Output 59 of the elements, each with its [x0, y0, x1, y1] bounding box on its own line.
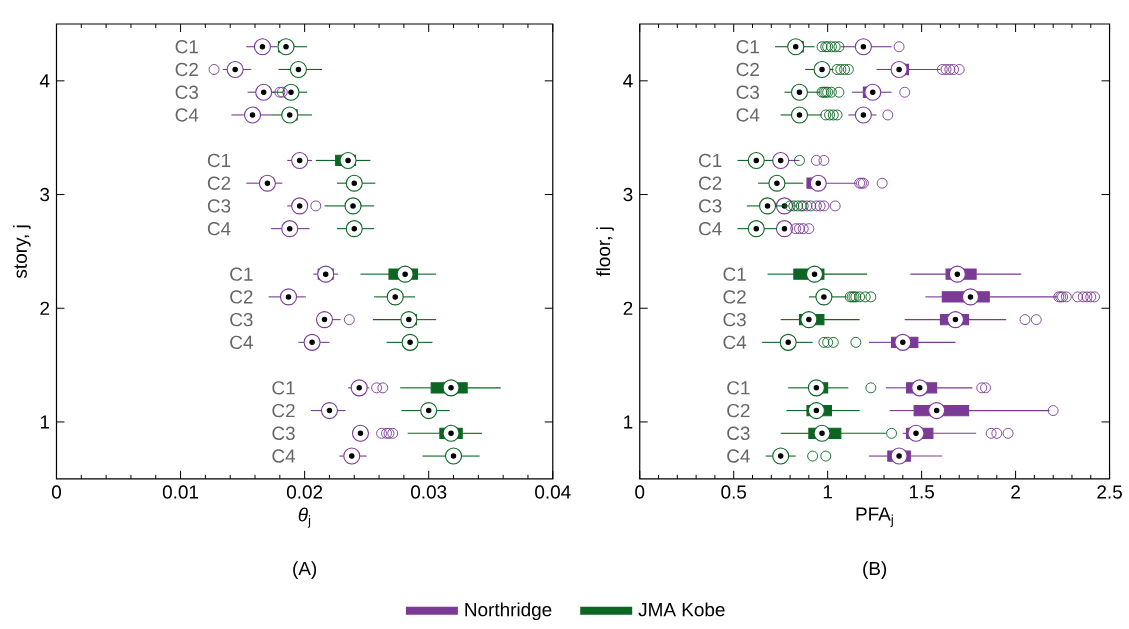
x-axis-title: PFA$_{j}$ [856, 507, 893, 528]
y-tick-label: 4 [39, 74, 50, 88]
annotation: C4 [175, 108, 199, 122]
y-tick-label: 4 [623, 74, 633, 88]
annotation: C4 [723, 335, 747, 350]
y-tick-label: 2 [40, 301, 50, 315]
legend-label: Northridge [465, 602, 552, 621]
annotation: C2 [723, 290, 746, 304]
y-axis-title: story, j [13, 225, 31, 279]
y-tick-label: 2 [623, 301, 633, 315]
x-tick-label: 0 [635, 485, 645, 499]
annotation: C2 [230, 290, 253, 304]
annotation: C4 [230, 335, 253, 350]
legend-label: JMA Kobe [638, 602, 725, 617]
annotation: C3 [723, 313, 746, 327]
x-tick-label: 0.02 [286, 485, 323, 499]
x-tick-label: 0.01 [162, 485, 199, 499]
annotation: C2 [699, 176, 722, 190]
x-tick-label: 2.5 [1097, 485, 1122, 499]
y-tick-label: 1 [624, 415, 633, 429]
annotation: C2 [272, 404, 295, 418]
annotation: C1 [175, 40, 198, 54]
x-tick-label: 2 [1011, 485, 1020, 499]
annotation: C1 [207, 153, 231, 168]
annotation: C3 [699, 199, 722, 213]
annotation: C4 [699, 222, 722, 236]
x-axis-title: θ$_{j}$ [298, 507, 311, 528]
annotation: C3 [230, 313, 253, 327]
annotation: C1 [727, 381, 750, 395]
annotation: C3 [272, 426, 295, 441]
annotation: C2 [727, 404, 750, 418]
x-tick-label: 0.5 [721, 485, 747, 499]
annotation: C4 [736, 108, 760, 122]
annotation: C2 [207, 176, 231, 190]
annotation: C4 [272, 449, 296, 463]
y-axis-title: floor, j [596, 227, 614, 277]
x-tick-label: 1.5 [909, 485, 934, 499]
y-tick-label: 3 [623, 187, 633, 202]
annotation: C3 [207, 199, 231, 213]
x-tick-label: 0.03 [411, 485, 447, 499]
annotation: C1 [699, 153, 722, 168]
y-tick-label: 1 [40, 415, 50, 429]
x-tick-label: 1 [823, 485, 832, 499]
annotation: C3 [736, 85, 760, 100]
annotation: C1 [230, 267, 253, 281]
annotation: C1 [272, 381, 295, 395]
x-tick-label: 0 [51, 485, 61, 499]
annotation: C2 [175, 62, 198, 77]
annotation: C4 [207, 222, 231, 236]
annotation: C2 [736, 62, 759, 77]
text: (B) [863, 561, 887, 580]
annotation: C3 [175, 85, 199, 100]
annotation: C4 [727, 449, 750, 463]
annotation: C1 [723, 267, 746, 281]
annotation: C3 [727, 426, 750, 441]
y-tick-label: 3 [40, 187, 50, 202]
x-tick-label: 0.04 [535, 485, 571, 499]
text: (A) [293, 561, 317, 580]
annotation: C1 [736, 40, 759, 54]
